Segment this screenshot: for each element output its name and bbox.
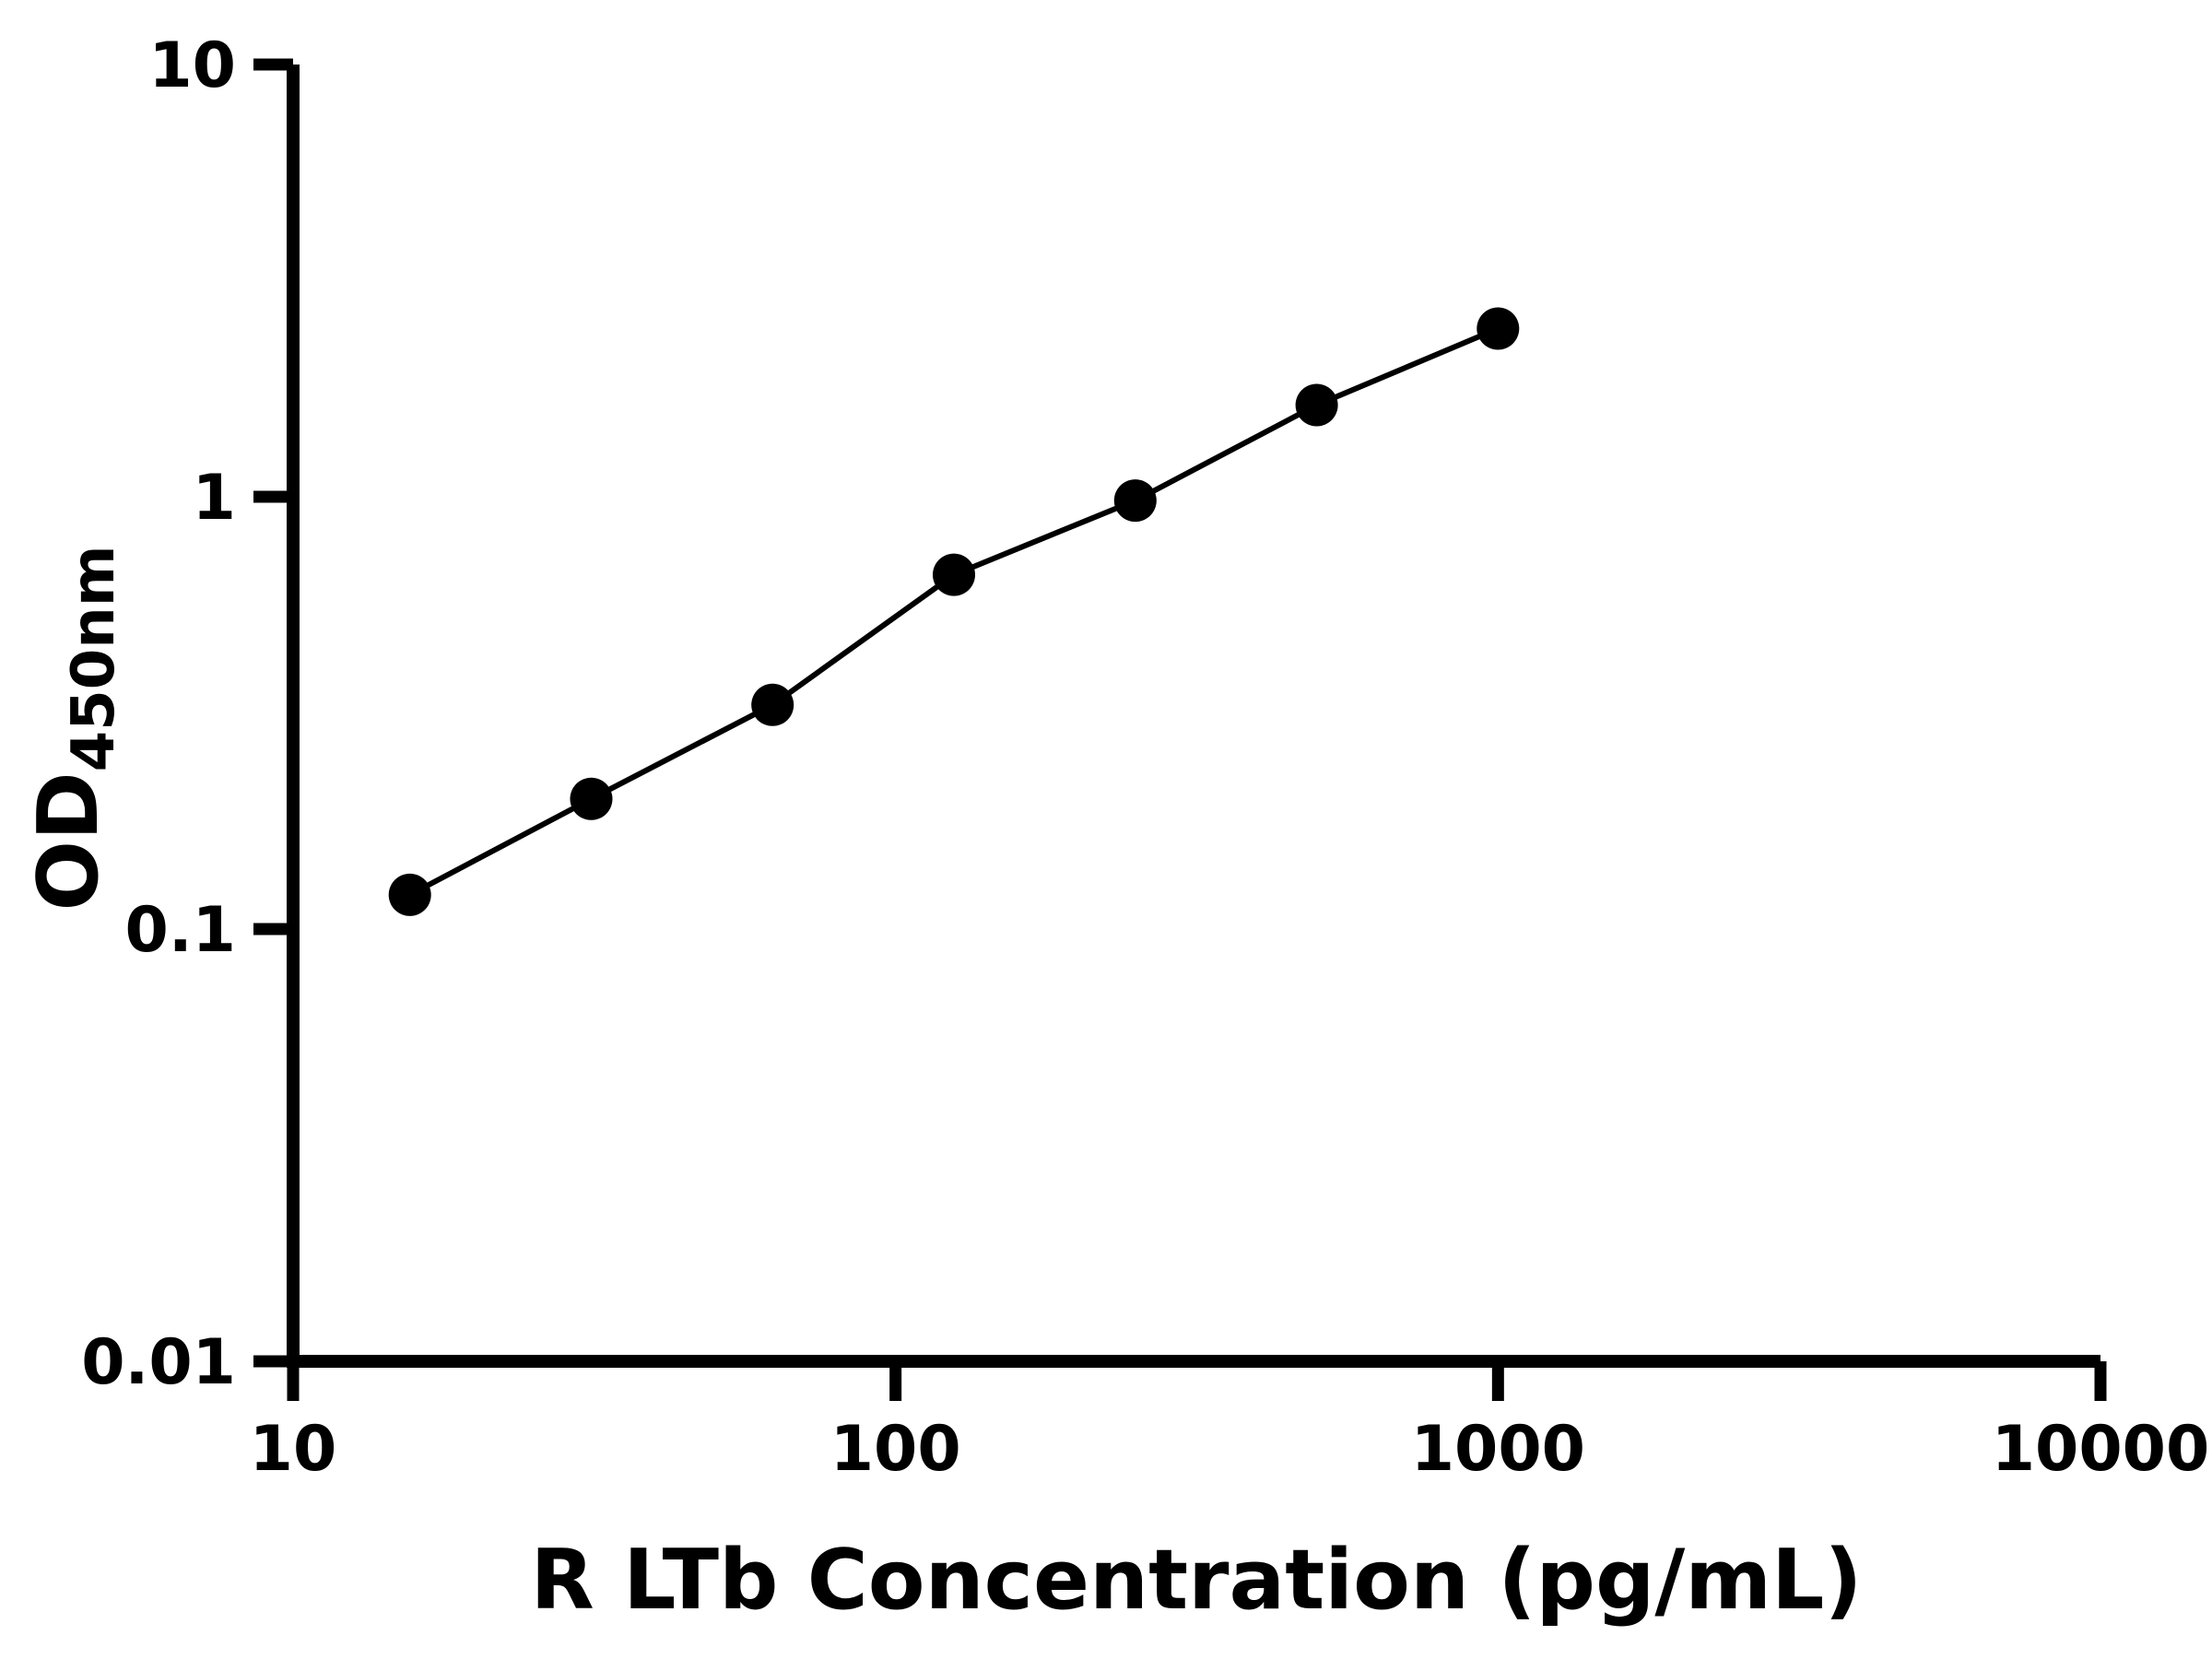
data-point-4 [1113, 479, 1157, 523]
data-point-1 [570, 777, 613, 820]
x-tick-label: 100 [830, 1413, 961, 1486]
x-axis-title: R LTb Concentration (pg/mL) [530, 1532, 1862, 1629]
data-point-5 [1295, 383, 1338, 427]
plot-area: 10 100 1000 10000 0.01 0.1 1 10 [81, 29, 2209, 1486]
y-tick-label: 0.01 [81, 1326, 236, 1399]
y-tick-label: 0.1 [125, 894, 236, 967]
y-axis-title: OD450nm [20, 545, 128, 911]
y-tick-label: 1 [193, 462, 236, 535]
y-tick-label: 10 [148, 29, 236, 102]
x-tick-label: 1000 [1411, 1413, 1585, 1486]
data-point-6 [1477, 307, 1520, 350]
y-axis-title-sub: 450nm [60, 545, 128, 771]
data-point-2 [751, 683, 794, 726]
x-tick-label: 10000 [1992, 1413, 2210, 1486]
data-point-3 [933, 553, 975, 596]
data-point-0 [388, 873, 431, 916]
y-axis-title-main: OD [20, 771, 117, 911]
x-tick-label: 10 [250, 1413, 337, 1486]
